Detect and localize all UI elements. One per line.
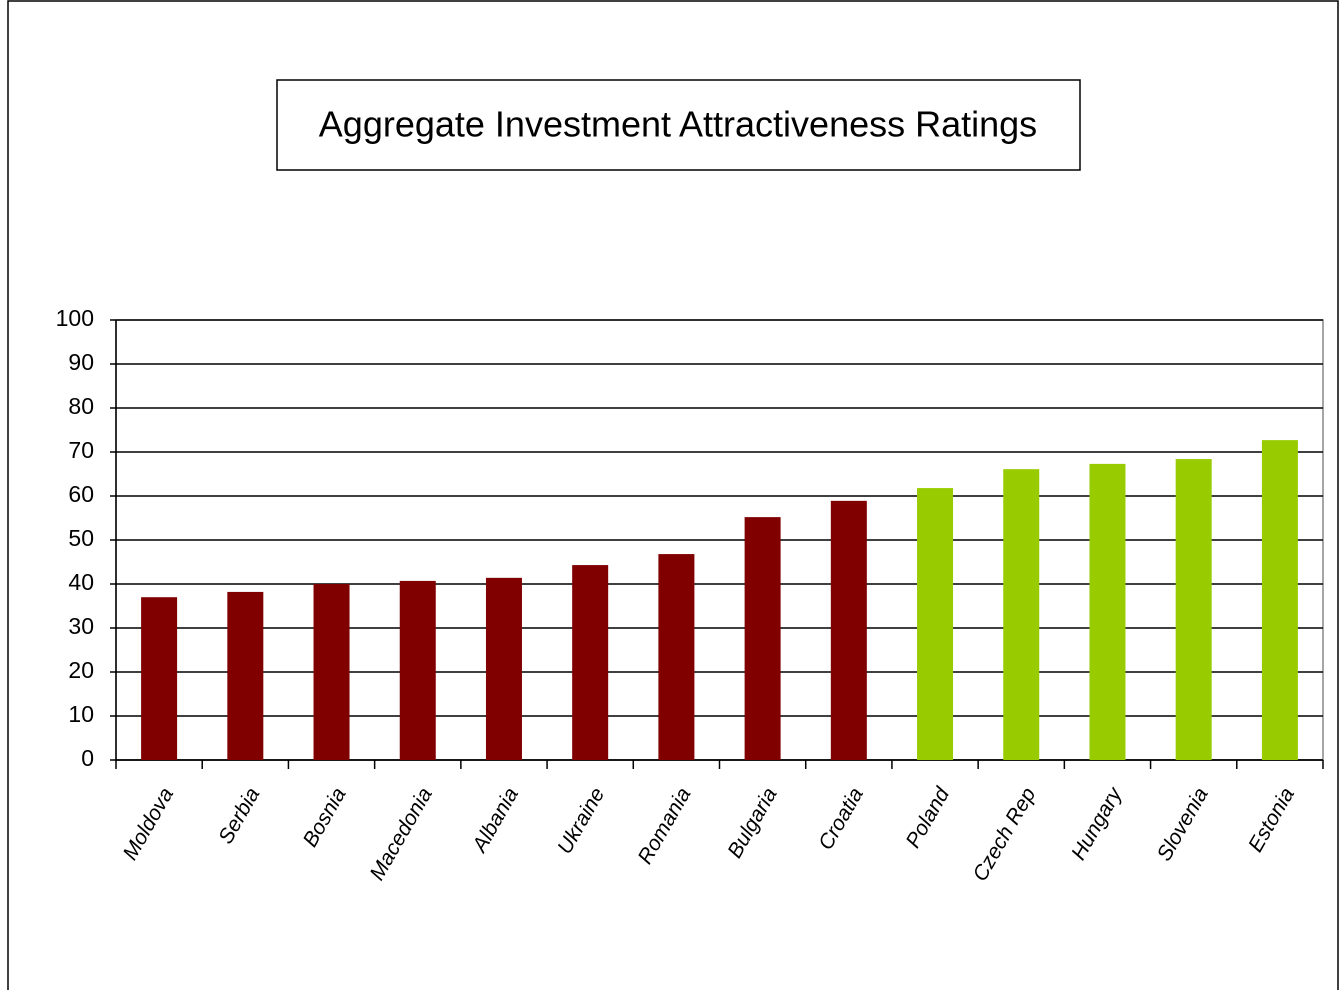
y-tick-label: 40: [68, 569, 94, 595]
x-tick-label: Croatia: [814, 784, 868, 854]
x-tick-label: Moldova: [119, 784, 179, 864]
x-tick-label: Ukraine: [553, 784, 609, 858]
bar: [1261, 440, 1298, 760]
y-tick-label: 80: [68, 393, 94, 419]
y-tick-label: 60: [68, 481, 94, 507]
bar: [141, 597, 178, 760]
x-tick-label: Serbia: [214, 784, 264, 848]
bar: [744, 517, 781, 760]
bar: [227, 591, 264, 760]
bar: [399, 580, 436, 760]
x-tick-label: Poland: [902, 783, 955, 852]
y-tick-label: 0: [81, 745, 94, 771]
y-tick-label: 90: [68, 349, 94, 375]
y-tick-label: 50: [68, 525, 94, 551]
y-tick-label: 70: [68, 437, 94, 463]
bar: [485, 577, 522, 760]
bar: [1175, 459, 1212, 760]
bar: [917, 488, 954, 760]
x-tick-label: Bulgaria: [723, 784, 781, 862]
x-tick-label: Slovenia: [1153, 784, 1213, 865]
bar: [1089, 463, 1126, 760]
x-tick-label: Estonia: [1244, 784, 1299, 856]
bar: [313, 584, 350, 760]
x-tick-label: Albania: [467, 784, 523, 858]
bar: [1003, 469, 1040, 760]
bar: [572, 565, 609, 760]
x-tick-label: Romania: [634, 784, 696, 868]
title-box: [276, 79, 1081, 171]
bar: [830, 500, 867, 760]
y-tick-label: 10: [68, 701, 94, 727]
bar: [658, 554, 695, 760]
y-tick-label: 100: [56, 305, 94, 331]
x-tick-label: Czech Rep: [969, 784, 1041, 885]
x-tick-label: Bosnia: [299, 784, 351, 851]
x-tick-label: Macedonia: [366, 784, 437, 884]
y-tick-label: 20: [68, 657, 94, 683]
x-tick-label: Hungary: [1067, 782, 1127, 864]
chart-title: Aggregate Investment Attractiveness Rati…: [319, 104, 1037, 145]
y-tick-label: 30: [68, 613, 94, 639]
chart-frame: [7, 0, 1339, 990]
